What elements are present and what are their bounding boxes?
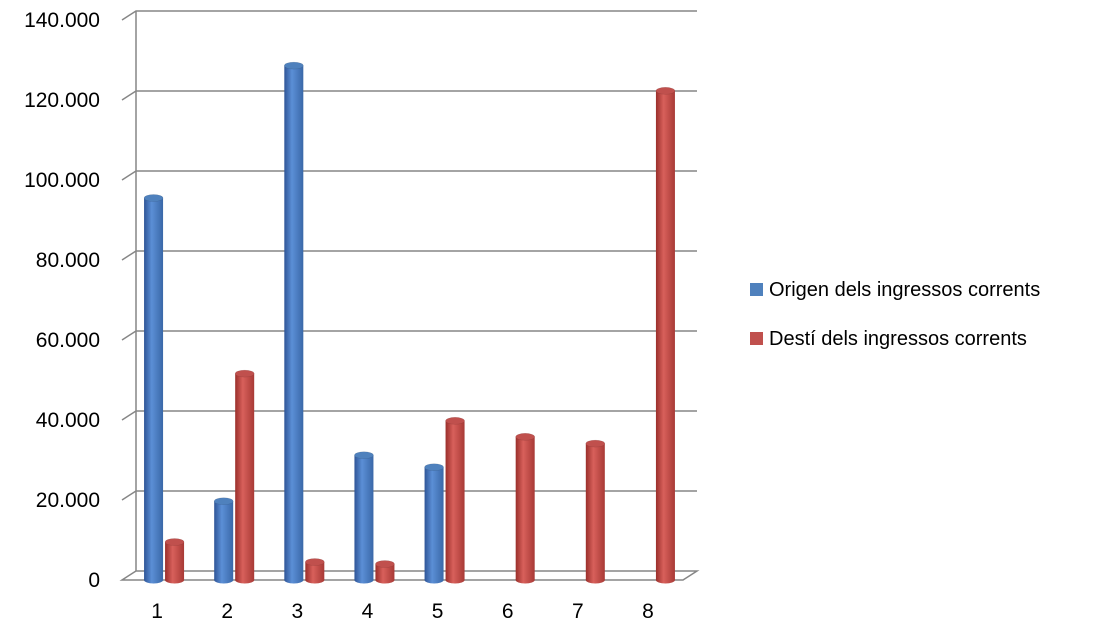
bar	[143, 194, 164, 584]
gridline	[121, 10, 697, 21]
bar-base	[235, 576, 255, 584]
bar-top	[143, 194, 164, 202]
bar-top	[354, 451, 374, 459]
legend-swatch	[750, 283, 763, 296]
y-tick-label: 0	[88, 569, 100, 592]
bar-body	[424, 467, 444, 580]
y-tick-label: 40.000	[36, 409, 100, 432]
bar-base	[424, 576, 444, 584]
gridline	[121, 330, 697, 341]
y-tick-label: 20.000	[36, 489, 100, 512]
bar-base	[375, 576, 395, 584]
x-tick-label: 3	[291, 600, 303, 623]
bar-body	[165, 542, 185, 580]
bar-body	[445, 420, 465, 580]
bar-base	[445, 576, 465, 584]
bar-body	[284, 65, 304, 581]
y-tick-label: 140.000	[24, 9, 100, 32]
x-tick-label: 5	[432, 600, 444, 623]
bar-base	[144, 576, 164, 584]
bar-top	[515, 433, 535, 441]
bar-body	[305, 562, 325, 580]
bar-body	[214, 501, 234, 580]
x-axis-tick-labels: 1 2 3 4 5 6 7 8	[151, 600, 654, 623]
bar	[445, 417, 465, 584]
gridline	[121, 490, 697, 501]
bar-base	[284, 576, 304, 584]
bar-top	[655, 87, 676, 95]
y-tick-label: 120.000	[24, 89, 100, 112]
axes-layer	[119, 10, 700, 581]
bar-base	[515, 576, 535, 584]
y-tick-label: 100.000	[24, 169, 100, 192]
legend-label: Origen dels ingressos corrents	[769, 279, 1040, 301]
x-tick-label: 1	[151, 600, 163, 623]
bar-body	[354, 455, 374, 580]
bar-body	[235, 373, 255, 580]
bar	[234, 369, 255, 584]
bar	[164, 538, 185, 584]
bar-top	[164, 538, 185, 546]
bar-body	[375, 564, 395, 580]
gridline	[121, 90, 697, 101]
bar-body	[585, 443, 605, 580]
gridline	[121, 250, 697, 261]
legend: Origen dels ingressos corrents Destí dels…	[750, 279, 1040, 350]
bar	[284, 61, 304, 584]
y-tick-label: 80.000	[36, 249, 100, 272]
bar-base	[585, 576, 605, 584]
bar-base	[305, 576, 325, 584]
bar-top	[305, 558, 325, 566]
legend-swatch	[750, 332, 763, 345]
gridline	[121, 410, 697, 421]
y-axis-tick-labels: 0 20.000 40.000 60.000 80.000 100.000 120.000 1…	[24, 9, 100, 592]
bar-top	[445, 417, 465, 425]
bar	[213, 497, 234, 584]
bar-body	[144, 198, 164, 580]
bar-base	[214, 576, 234, 584]
bar-base	[655, 576, 675, 584]
bar-body	[655, 90, 675, 581]
x-tick-label: 6	[502, 600, 514, 623]
bar-top	[585, 439, 606, 448]
bar	[354, 451, 374, 584]
chart-floor	[119, 570, 700, 581]
bar-base	[354, 576, 374, 584]
bar-top	[284, 61, 304, 70]
x-tick-label: 7	[572, 600, 584, 623]
y-tick-label: 60.000	[36, 329, 100, 352]
bar	[515, 433, 535, 584]
bar	[424, 463, 444, 584]
bar-top	[234, 369, 255, 378]
gridline	[121, 170, 697, 181]
bars-layer	[143, 61, 676, 584]
x-tick-label: 8	[642, 600, 654, 623]
bar-top	[213, 497, 234, 505]
bar-base	[165, 576, 185, 584]
legend-label: Destí dels ingressos corrents	[769, 328, 1027, 350]
bar	[585, 439, 606, 584]
bar-body	[515, 436, 535, 580]
x-tick-label: 4	[362, 600, 374, 623]
bar	[375, 560, 395, 584]
bar-top	[375, 560, 395, 568]
bar	[305, 558, 325, 584]
bar	[655, 87, 676, 584]
bar-top	[424, 463, 444, 471]
x-tick-label: 2	[221, 600, 233, 623]
